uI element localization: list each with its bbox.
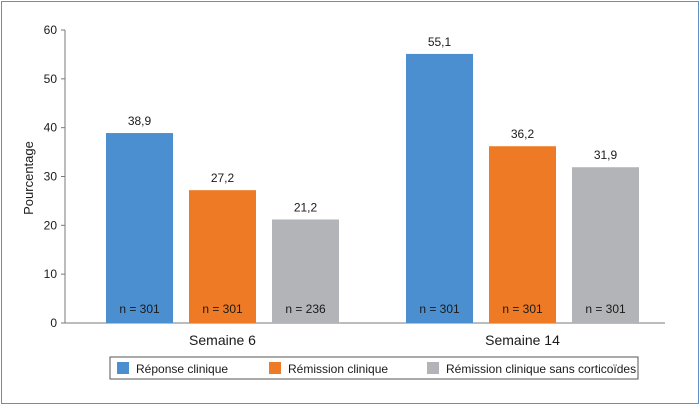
y-tick-label: 10 (44, 267, 58, 281)
legend-swatch (269, 362, 281, 374)
y-tick-label: 30 (44, 170, 58, 184)
y-tick-label: 0 (50, 316, 57, 330)
x-category-label: Semaine 6 (189, 332, 256, 348)
bar (106, 133, 173, 323)
legend-label: Réponse clinique (136, 362, 228, 376)
bar-n-label: n = 301 (585, 302, 626, 316)
bar-value-label: 55,1 (428, 35, 452, 49)
bar-n-label: n = 236 (285, 302, 326, 316)
legend-swatch (427, 362, 439, 374)
x-category-label: Semaine 14 (485, 332, 560, 348)
bar (189, 190, 256, 323)
legend-label: Rémission clinique sans corticoïdes (446, 362, 636, 376)
bar-n-label: n = 301 (502, 302, 543, 316)
bar-n-label: n = 301 (119, 302, 160, 316)
y-tick-label: 20 (44, 218, 58, 232)
bar (572, 167, 639, 323)
bar-value-label: 31,9 (594, 148, 618, 162)
bar (406, 53, 473, 323)
bar-value-label: 36,2 (511, 127, 535, 141)
legend-box (109, 356, 639, 380)
bars: 38,9 n = 301 27,2 n = 301 21,2 n = 236 Semaine… (106, 35, 639, 348)
legend: Réponse clinique Rémission clinique Rémiss… (109, 356, 639, 380)
bar-n-label: n = 301 (419, 302, 460, 316)
bar (272, 219, 339, 323)
y-axis-label: Pourcentage (21, 141, 36, 215)
y-tick-label: 60 (44, 23, 58, 37)
bar-n-label: n = 301 (202, 302, 243, 316)
y-tick-label: 40 (44, 121, 58, 135)
bar-value-label: 38,9 (128, 114, 152, 128)
legend-label: Rémission clinique (288, 362, 388, 376)
bar (489, 146, 556, 323)
y-tick-label: 50 (44, 72, 58, 86)
bar-value-label: 27,2 (211, 171, 235, 185)
legend-swatch (117, 362, 129, 374)
bar-value-label: 21,2 (294, 200, 318, 214)
